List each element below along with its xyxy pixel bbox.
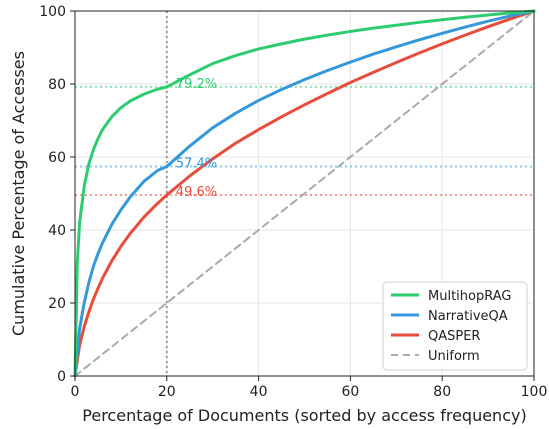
annotations: 79.2% 57.4% 49.6% [176, 77, 217, 200]
x-tick-label: 60 [341, 384, 359, 400]
x-tick-label: 0 [71, 384, 80, 400]
y-tick-label: 60 [48, 150, 66, 166]
threshold-lines [75, 85, 534, 196]
series-line-narrativeqa [73, 9, 536, 378]
series-line-qasper [73, 9, 536, 378]
legend-label-multihoprag: MultihopRAG [428, 289, 511, 304]
annotation-label: 57.4% [176, 156, 217, 171]
x-tick-label: 80 [433, 384, 451, 400]
y-axis-label: Cumulative Percentage of Accesses [9, 51, 28, 336]
plot-frame [74, 10, 535, 377]
x-tick-label: 100 [521, 384, 548, 400]
y-tick-label: 0 [57, 369, 66, 385]
x-tick-label: 20 [158, 384, 176, 400]
y-tick-label: 40 [48, 223, 66, 239]
legend-label-narrativeqa: NarrativeQA [428, 309, 508, 324]
legend-label-uniform: Uniform [428, 349, 480, 364]
series-line-multihoprag [73, 9, 536, 378]
y-tick-label: 20 [48, 296, 66, 312]
annotation-label: 49.6% [176, 185, 217, 200]
legend: MultihopRAG NarrativeQA QASPER Uniform [382, 281, 528, 371]
legend-box [382, 281, 528, 371]
y-tick-label: 80 [48, 77, 66, 93]
x-axis-label: Percentage of Documents (sorted by acces… [82, 406, 526, 425]
axis-ticks: 0 20 40 60 80 100 0 20 40 60 80 100 [39, 4, 547, 400]
x-tick-label: 40 [250, 384, 268, 400]
y-tick-label: 100 [39, 4, 66, 20]
series-line-uniform [74, 10, 535, 377]
legend-label-qasper: QASPER [428, 329, 480, 344]
annotation-label: 79.2% [176, 77, 217, 92]
series-lines [73, 9, 536, 378]
